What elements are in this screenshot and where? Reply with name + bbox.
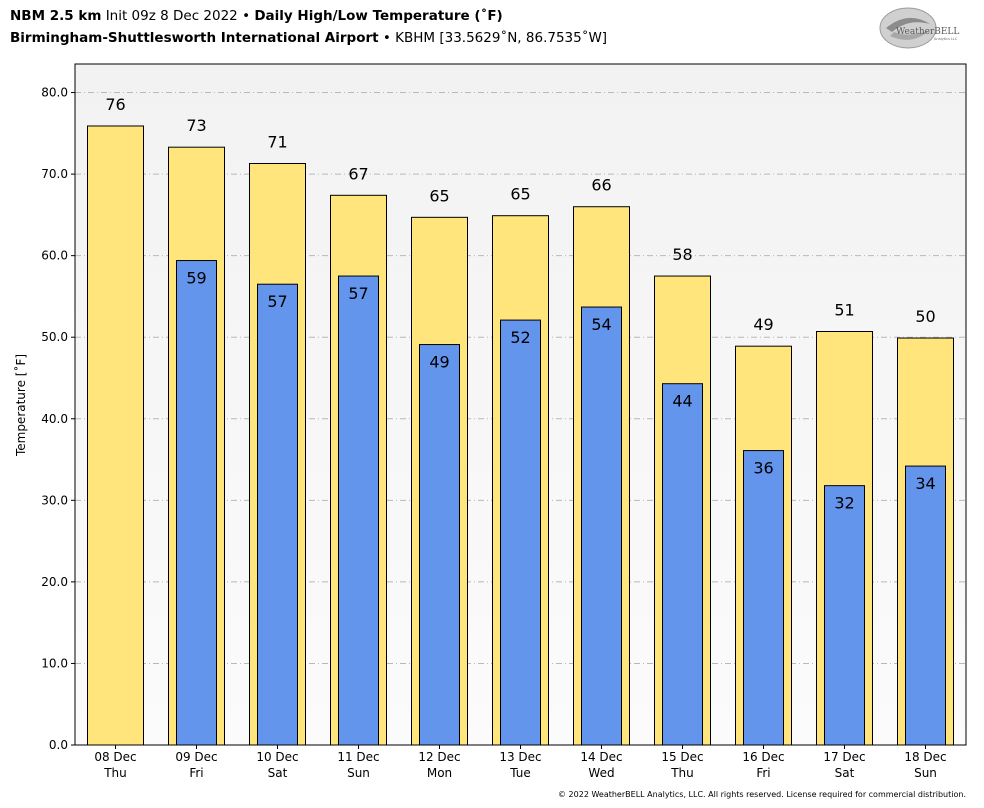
y-tick-label: 10.0 — [41, 656, 68, 670]
x-tick-date: 15 Dec — [661, 750, 703, 764]
x-tick-day: Thu — [670, 766, 694, 780]
x-tick-date: 16 Dec — [742, 750, 784, 764]
x-tick-date: 09 Dec — [175, 750, 217, 764]
weatherbell-logo: WeatherBELL Analytics LLC — [879, 7, 959, 49]
x-tick-date: 10 Dec — [256, 750, 298, 764]
x-tick-day: Fri — [756, 766, 770, 780]
x-tick-date: 13 Dec — [499, 750, 541, 764]
high-temp-label: 49 — [753, 315, 773, 334]
y-tick-label: 0.0 — [49, 738, 68, 752]
high-temp-label: 76 — [105, 95, 125, 114]
y-tick-label: 20.0 — [41, 575, 68, 589]
x-tick-date: 08 Dec — [94, 750, 136, 764]
y-tick-label: 60.0 — [41, 249, 68, 263]
x-tick-day: Tue — [509, 766, 531, 780]
logo-subtext: Analytics LLC — [934, 37, 958, 41]
low-temp-label: 32 — [834, 494, 854, 513]
low-temp-label: 34 — [915, 474, 935, 493]
y-tick-label: 30.0 — [41, 493, 68, 507]
x-tick-date: 11 Dec — [337, 750, 379, 764]
x-tick-day: Sat — [268, 766, 288, 780]
high-temp-label: 71 — [267, 132, 287, 151]
high-temp-bar — [87, 125, 144, 746]
y-tick-label: 70.0 — [41, 167, 68, 181]
low-temp-bar — [662, 383, 703, 746]
high-temp-label: 65 — [429, 186, 449, 205]
x-tick-day: Sun — [347, 766, 370, 780]
header-bullet: • — [382, 30, 391, 46]
low-temp-label: 36 — [753, 459, 773, 478]
low-temp-bar — [824, 485, 865, 746]
header-line-2: Birmingham-Shuttlesworth International A… — [10, 27, 607, 49]
y-tick-label: 80.0 — [41, 86, 68, 100]
header-bullet: • — [242, 8, 251, 24]
low-temp-label: 49 — [429, 353, 449, 372]
logo-text: WeatherBELL — [896, 27, 959, 37]
high-temp-label: 50 — [915, 307, 935, 326]
high-temp-label: 65 — [510, 185, 530, 204]
low-temp-label: 57 — [267, 292, 287, 311]
low-temp-label: 59 — [186, 269, 206, 288]
header-line-1: NBM 2.5 km Init 09z 8 Dec 2022 • Daily H… — [10, 5, 607, 27]
low-temp-bar — [257, 283, 298, 746]
low-temp-bar — [176, 260, 217, 746]
x-tick-day: Thu — [103, 766, 127, 780]
chart-header: NBM 2.5 km Init 09z 8 Dec 2022 • Daily H… — [10, 5, 607, 49]
low-temp-bar — [500, 319, 541, 746]
init-time: Init 09z 8 Dec 2022 — [105, 8, 238, 24]
x-tick-day: Mon — [427, 766, 452, 780]
product-name: Daily High/Low Temperature (˚F) — [254, 8, 503, 24]
x-tick-date: 14 Dec — [580, 750, 622, 764]
high-temp-label: 73 — [186, 116, 206, 135]
station-info: KBHM [33.5629˚N, 86.7535˚W] — [395, 30, 608, 46]
x-tick-day: Sat — [835, 766, 855, 780]
high-temp-label: 58 — [672, 245, 692, 264]
y-axis-label: Temperature [˚F] — [13, 354, 28, 457]
copyright-notice: © 2022 WeatherBELL Analytics, LLC. All r… — [558, 790, 966, 799]
x-tick-date: 18 Dec — [904, 750, 946, 764]
x-tick-day: Sun — [914, 766, 937, 780]
high-temp-label: 67 — [348, 164, 368, 183]
low-temp-bar — [905, 465, 946, 746]
low-temp-label: 54 — [591, 315, 611, 334]
low-temp-label: 44 — [672, 392, 692, 411]
high-temp-label: 51 — [834, 301, 854, 320]
low-temp-bar — [338, 275, 379, 746]
y-tick-label: 40.0 — [41, 412, 68, 426]
low-temp-label: 52 — [510, 328, 530, 347]
station-name: Birmingham-Shuttlesworth International A… — [10, 30, 379, 46]
x-tick-date: 17 Dec — [823, 750, 865, 764]
low-temp-bar — [743, 450, 784, 746]
low-temp-bar — [419, 344, 460, 746]
high-temp-label: 66 — [591, 176, 611, 195]
x-tick-day: Fri — [189, 766, 203, 780]
low-temp-label: 57 — [348, 284, 368, 303]
x-tick-day: Wed — [588, 766, 614, 780]
model-name: NBM 2.5 km — [10, 8, 102, 24]
y-tick-label: 50.0 — [41, 330, 68, 344]
x-tick-date: 12 Dec — [418, 750, 460, 764]
low-temp-bar — [581, 306, 622, 746]
